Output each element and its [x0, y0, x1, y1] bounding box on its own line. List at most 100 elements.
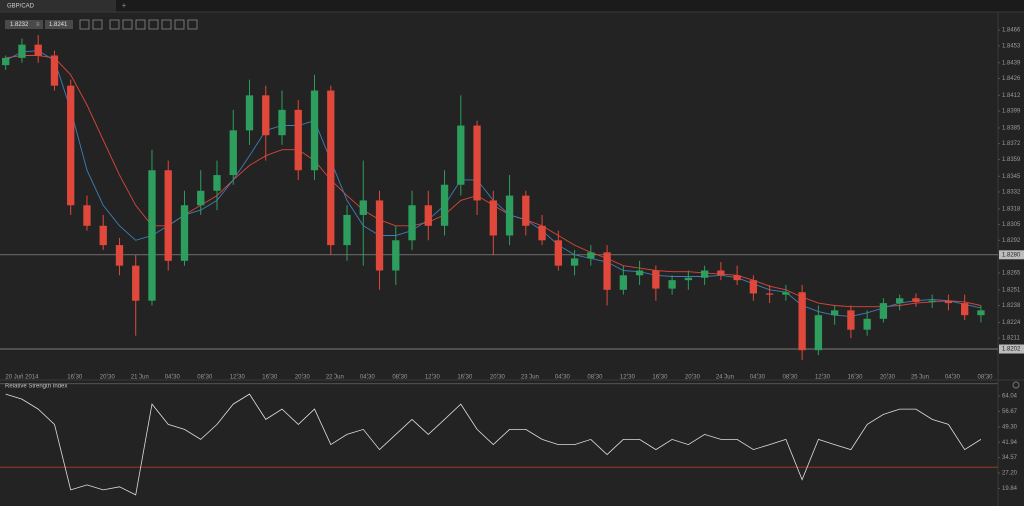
y-tick-label: 1.8466 — [1002, 28, 1021, 34]
x-tick-label: 23 Jun — [521, 375, 539, 381]
candle-body — [375, 200, 384, 271]
x-tick-label: 20:30 — [100, 375, 116, 381]
candle-body — [2, 57, 10, 66]
candle-body — [132, 265, 140, 301]
tab-title[interactable]: GBP/CAD — [7, 4, 35, 10]
candle-body — [847, 310, 855, 330]
y-tick-label: 1.8224 — [1002, 320, 1021, 326]
readout-box — [5, 20, 43, 29]
zoom-out[interactable] — [92, 19, 103, 30]
candle-body — [197, 190, 205, 206]
candle-body — [700, 270, 709, 278]
x-tick-label: 20:30 — [295, 375, 311, 381]
candle-body — [229, 130, 237, 176]
candle-body — [798, 292, 806, 351]
x-tick-label: 24 Jun — [716, 375, 734, 381]
candle-body — [294, 109, 302, 171]
x-tick-label: 04:30 — [555, 375, 571, 381]
candle-body — [392, 240, 400, 271]
x-tick-label: 20 Jun 2014 — [5, 375, 39, 381]
candle-body — [99, 225, 107, 246]
period[interactable] — [109, 19, 120, 30]
y-tick-label: 34.57 — [1002, 455, 1018, 461]
y-tick-label: 1.8332 — [1002, 190, 1021, 196]
panel-close[interactable] — [1012, 381, 1020, 389]
x-tick-label: 04:30 — [750, 375, 766, 381]
templates[interactable] — [148, 19, 159, 30]
candle-body — [327, 90, 335, 246]
price-label-box — [999, 344, 1024, 354]
y-tick-label: 1.8372 — [1002, 141, 1021, 147]
add-tab[interactable]: + — [122, 1, 127, 10]
candle-body — [83, 205, 91, 226]
indicators[interactable] — [135, 19, 146, 30]
candle-body — [489, 200, 497, 236]
tab[interactable] — [0, 0, 116, 12]
readout-box — [45, 20, 73, 29]
y-tick-label: 1.8453 — [1002, 43, 1021, 49]
panel-title: Relative Strength Index — [5, 384, 67, 390]
x-tick-label: 20:30 — [880, 375, 896, 381]
price-label-box — [999, 250, 1024, 260]
candle-body — [684, 277, 693, 281]
toolbar — [79, 19, 198, 30]
candle-body — [619, 275, 628, 290]
settings[interactable] — [174, 19, 185, 30]
zoom-in[interactable] — [79, 19, 90, 30]
y-tick-label: 64.04 — [1002, 394, 1018, 400]
candle-body — [245, 95, 254, 131]
x-tick-label: 12:30 — [815, 375, 831, 381]
y-tick-label: 1.8439 — [1002, 60, 1021, 66]
candle-body — [912, 298, 920, 302]
y-tick-label: 1.8292 — [1002, 238, 1021, 244]
candle-body — [782, 292, 790, 295]
candle-body — [814, 315, 823, 351]
readout-sep: ≡ — [36, 22, 40, 28]
x-tick-label: 21 Jun — [131, 375, 149, 381]
x-tick-label: 25 Jun — [911, 375, 929, 381]
y-tick-label: 1.8318 — [1002, 206, 1021, 212]
y-tick-label: 1.8412 — [1002, 93, 1021, 99]
candle-body — [587, 252, 595, 259]
candle-body — [115, 245, 124, 266]
candle-body — [522, 195, 530, 226]
candle-body — [635, 270, 644, 276]
y-tick-label: 1.8399 — [1002, 109, 1021, 115]
candle-body — [262, 95, 270, 136]
candle-body — [148, 170, 156, 301]
candle-body — [278, 109, 286, 136]
candle-body — [879, 303, 888, 319]
candle-body — [733, 275, 741, 281]
pencil[interactable] — [187, 19, 198, 30]
drawing[interactable] — [161, 19, 172, 30]
candle-body — [213, 175, 221, 191]
x-tick-label: 22 Jun — [326, 375, 344, 381]
candle-body — [505, 195, 514, 236]
y-tick-label: 27.20 — [1002, 471, 1018, 477]
candle-body — [310, 90, 319, 171]
y-tick-label: 41.94 — [1002, 440, 1018, 446]
x-tick-label: 04:30 — [945, 375, 961, 381]
y-tick-label: 1.8211 — [1002, 336, 1021, 342]
candle-body — [944, 300, 953, 304]
chart-type[interactable] — [122, 19, 133, 30]
readout: 1.8241 — [49, 22, 68, 28]
candle-body — [538, 225, 546, 241]
x-tick-label: 08:30 — [782, 375, 798, 381]
candle-body — [928, 300, 936, 302]
candle-body — [180, 205, 189, 261]
candle-body — [896, 298, 904, 304]
candle-body — [18, 44, 26, 58]
candle-body — [424, 205, 432, 226]
candle-body — [863, 318, 871, 330]
x-tick-label: 16:30 — [262, 375, 278, 381]
y-tick-label: 1.8305 — [1002, 222, 1021, 228]
readout: 1.8232 — [10, 22, 29, 28]
candle-body — [440, 184, 449, 226]
candle-body — [50, 55, 59, 86]
candle-body — [570, 258, 579, 266]
price-label: 1.8202 — [1002, 347, 1021, 353]
x-tick-label: 08:30 — [392, 375, 408, 381]
x-tick-label: 20:30 — [490, 375, 506, 381]
